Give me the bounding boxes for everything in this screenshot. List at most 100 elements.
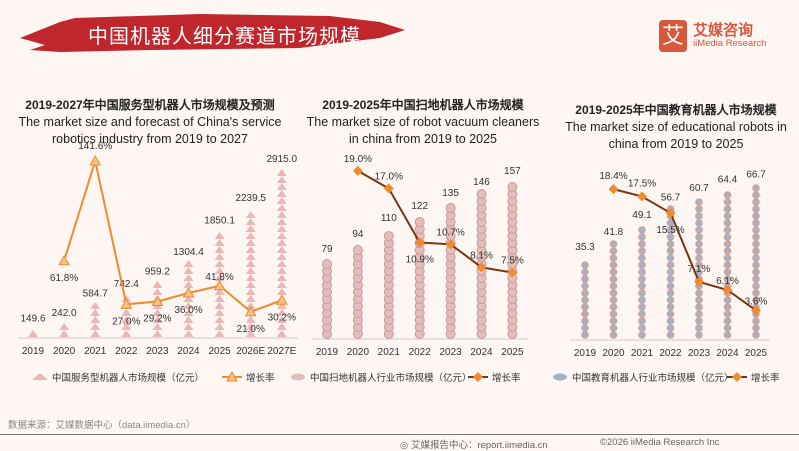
chart1-growth-label: 36.0% bbox=[174, 305, 202, 316]
chart1-bar bbox=[245, 211, 256, 337]
chart2-growth-point bbox=[383, 183, 394, 194]
chart2-legend-bar-icon bbox=[291, 373, 305, 381]
chart1-bar bbox=[90, 302, 101, 337]
chart3-growth-point bbox=[665, 207, 676, 218]
chart3-x-tick: 2021 bbox=[631, 348, 654, 359]
chart1-x-tick: 2023 bbox=[146, 346, 169, 357]
chart2-growth-point bbox=[476, 262, 487, 273]
chart2-growth-point bbox=[507, 267, 518, 278]
chart3-legend-bar-icon bbox=[553, 373, 567, 381]
chart1-legend-bar-label: 中国服务型机器人市场规模（亿元） bbox=[52, 372, 204, 384]
chart1-growth-point bbox=[120, 298, 133, 309]
chart1-growth-label: 61.8% bbox=[50, 273, 78, 284]
report-text: 艾媒报告中心：report.iimedia.cn bbox=[410, 440, 548, 451]
chart3-x-tick: 2019 bbox=[574, 348, 597, 359]
chart3-growth-point bbox=[694, 276, 704, 287]
chart2-growth-label: 17.0% bbox=[375, 172, 403, 183]
logo-cn: 艾媒咨询 bbox=[693, 22, 754, 39]
chart2-x-tick: 2020 bbox=[347, 347, 370, 358]
chart2-legend-line-label: 增长率 bbox=[492, 372, 521, 384]
chart1-bar bbox=[152, 281, 163, 337]
report-link[interactable]: ◎ 艾媒报告中心：report.iimedia.cn bbox=[400, 440, 548, 451]
chart1-x-tick: 2026E bbox=[236, 346, 265, 357]
chart2-bar bbox=[383, 231, 394, 339]
chart1-bar bbox=[28, 330, 38, 337]
logo-en: iiMedia Research bbox=[693, 38, 767, 49]
chart2-growth-point bbox=[352, 165, 363, 176]
chart3-x-tick: 2025 bbox=[745, 348, 768, 359]
chart1-bar-label: 242.0 bbox=[52, 308, 77, 319]
chart1-growth-label: 21.0% bbox=[237, 324, 265, 335]
chart1-bar-label: 1304.4 bbox=[173, 247, 204, 258]
chart1-bar-label: 2239.5 bbox=[235, 193, 266, 204]
chart1-x-tick: 2019 bbox=[22, 346, 45, 357]
chart2-bar bbox=[322, 259, 332, 339]
chart1-growth-point bbox=[213, 279, 226, 291]
chart3-x-tick: 2023 bbox=[688, 348, 711, 359]
chart2-growth-label: 10.9% bbox=[406, 255, 434, 266]
chart2-x-tick: 2025 bbox=[501, 347, 524, 358]
chart2-bar-label: 146 bbox=[473, 177, 490, 188]
chart3-x-tick: 2020 bbox=[602, 348, 625, 359]
chart3-growth-label: 3.6% bbox=[745, 296, 768, 307]
chart3-bar bbox=[723, 191, 732, 339]
chart1-bar-label: 742.4 bbox=[114, 279, 139, 290]
chart2-growth-point bbox=[445, 239, 456, 250]
chart1-bar bbox=[183, 260, 194, 337]
chart2-growth-label: 19.0% bbox=[344, 154, 372, 165]
chart3-bar-label: 49.1 bbox=[632, 210, 652, 221]
chart3-growth-label: 15.5% bbox=[656, 225, 684, 236]
copyright: ©2026 iiMedia Research Inc bbox=[600, 437, 720, 448]
chart2-legend-bar-label: 中国扫地机器人行业市场规模（亿元） bbox=[310, 372, 472, 384]
chart1-x-tick: 2025 bbox=[208, 346, 231, 357]
chart1-growth-label: 30.2% bbox=[268, 312, 296, 323]
chart1-legend-line-label: 增长率 bbox=[246, 372, 275, 384]
chart3-legend-marker-icon bbox=[732, 372, 742, 382]
chart3-growth-line bbox=[613, 188, 757, 312]
chart3-growth-label: 17.5% bbox=[628, 179, 656, 190]
chart3-growth-label: 7.1% bbox=[688, 264, 711, 275]
chart3-bar bbox=[638, 226, 646, 339]
chart2-growth-line bbox=[357, 169, 513, 274]
chart3-growth-label: 6.1% bbox=[716, 276, 739, 287]
chart3-bar bbox=[695, 198, 703, 339]
chart2-title-en: The market size of robot vacuum cleaners… bbox=[306, 115, 540, 146]
chart2-bar bbox=[352, 245, 363, 339]
chart3-bar-label: 60.7 bbox=[689, 183, 709, 194]
chart3-growth-point bbox=[637, 191, 647, 202]
chart2-x-tick: 2019 bbox=[316, 347, 339, 358]
chart1-x-tick: 2024 bbox=[177, 346, 200, 357]
chart1-title-cn: 2019-2027年中国服务型机器人市场规模及预测 bbox=[25, 98, 275, 112]
chart2-bar-label: 110 bbox=[381, 213, 397, 224]
chart3-growth-point bbox=[722, 284, 733, 295]
chart1-bar-label: 2915.0 bbox=[267, 154, 298, 165]
chart1-x-tick: 2020 bbox=[53, 346, 76, 357]
chart3-bar-label: 64.4 bbox=[718, 175, 738, 186]
chart2-bar bbox=[507, 182, 518, 339]
chart3-bar bbox=[666, 205, 675, 339]
chart1-growth-point bbox=[275, 294, 288, 305]
chart3-bar-label: 35.3 bbox=[575, 242, 595, 253]
chart1-bar-label: 1850.1 bbox=[204, 215, 235, 226]
chart2-bar bbox=[445, 203, 456, 339]
chart3-title-cn: 2019-2025年中国教育机器人市场规模 bbox=[575, 103, 777, 117]
chart1-legend-bar-icon bbox=[32, 373, 48, 380]
chart1-title-en: The market size and forecast of China's … bbox=[18, 115, 282, 146]
chart2-growth-point bbox=[414, 237, 425, 248]
chart2-title: 2019-2025年中国扫地机器人市场规模 The market size of… bbox=[298, 96, 548, 148]
chart3-bar bbox=[609, 240, 618, 339]
chart3-title: 2019-2025年中国教育机器人市场规模 The market size of… bbox=[553, 101, 799, 153]
chart2-x-tick: 2024 bbox=[470, 347, 493, 358]
chart1-x-tick: 2027E bbox=[267, 346, 296, 357]
chart1-bar bbox=[214, 232, 225, 337]
chart2-bar-label: 122 bbox=[411, 201, 428, 212]
chart1-bar-label: 959.2 bbox=[145, 267, 170, 278]
chart1-growth-point bbox=[58, 254, 70, 266]
chart3-title-en: The market size of educational robots in… bbox=[565, 120, 787, 151]
chart3-legend-line-label: 增长率 bbox=[751, 372, 780, 384]
chart2-x-tick: 2023 bbox=[439, 347, 462, 358]
chart1-bar bbox=[276, 169, 287, 337]
page-title: 中国机器人细分赛道市场规模 bbox=[88, 26, 361, 48]
chart1-bar-label: 149.6 bbox=[20, 313, 45, 324]
